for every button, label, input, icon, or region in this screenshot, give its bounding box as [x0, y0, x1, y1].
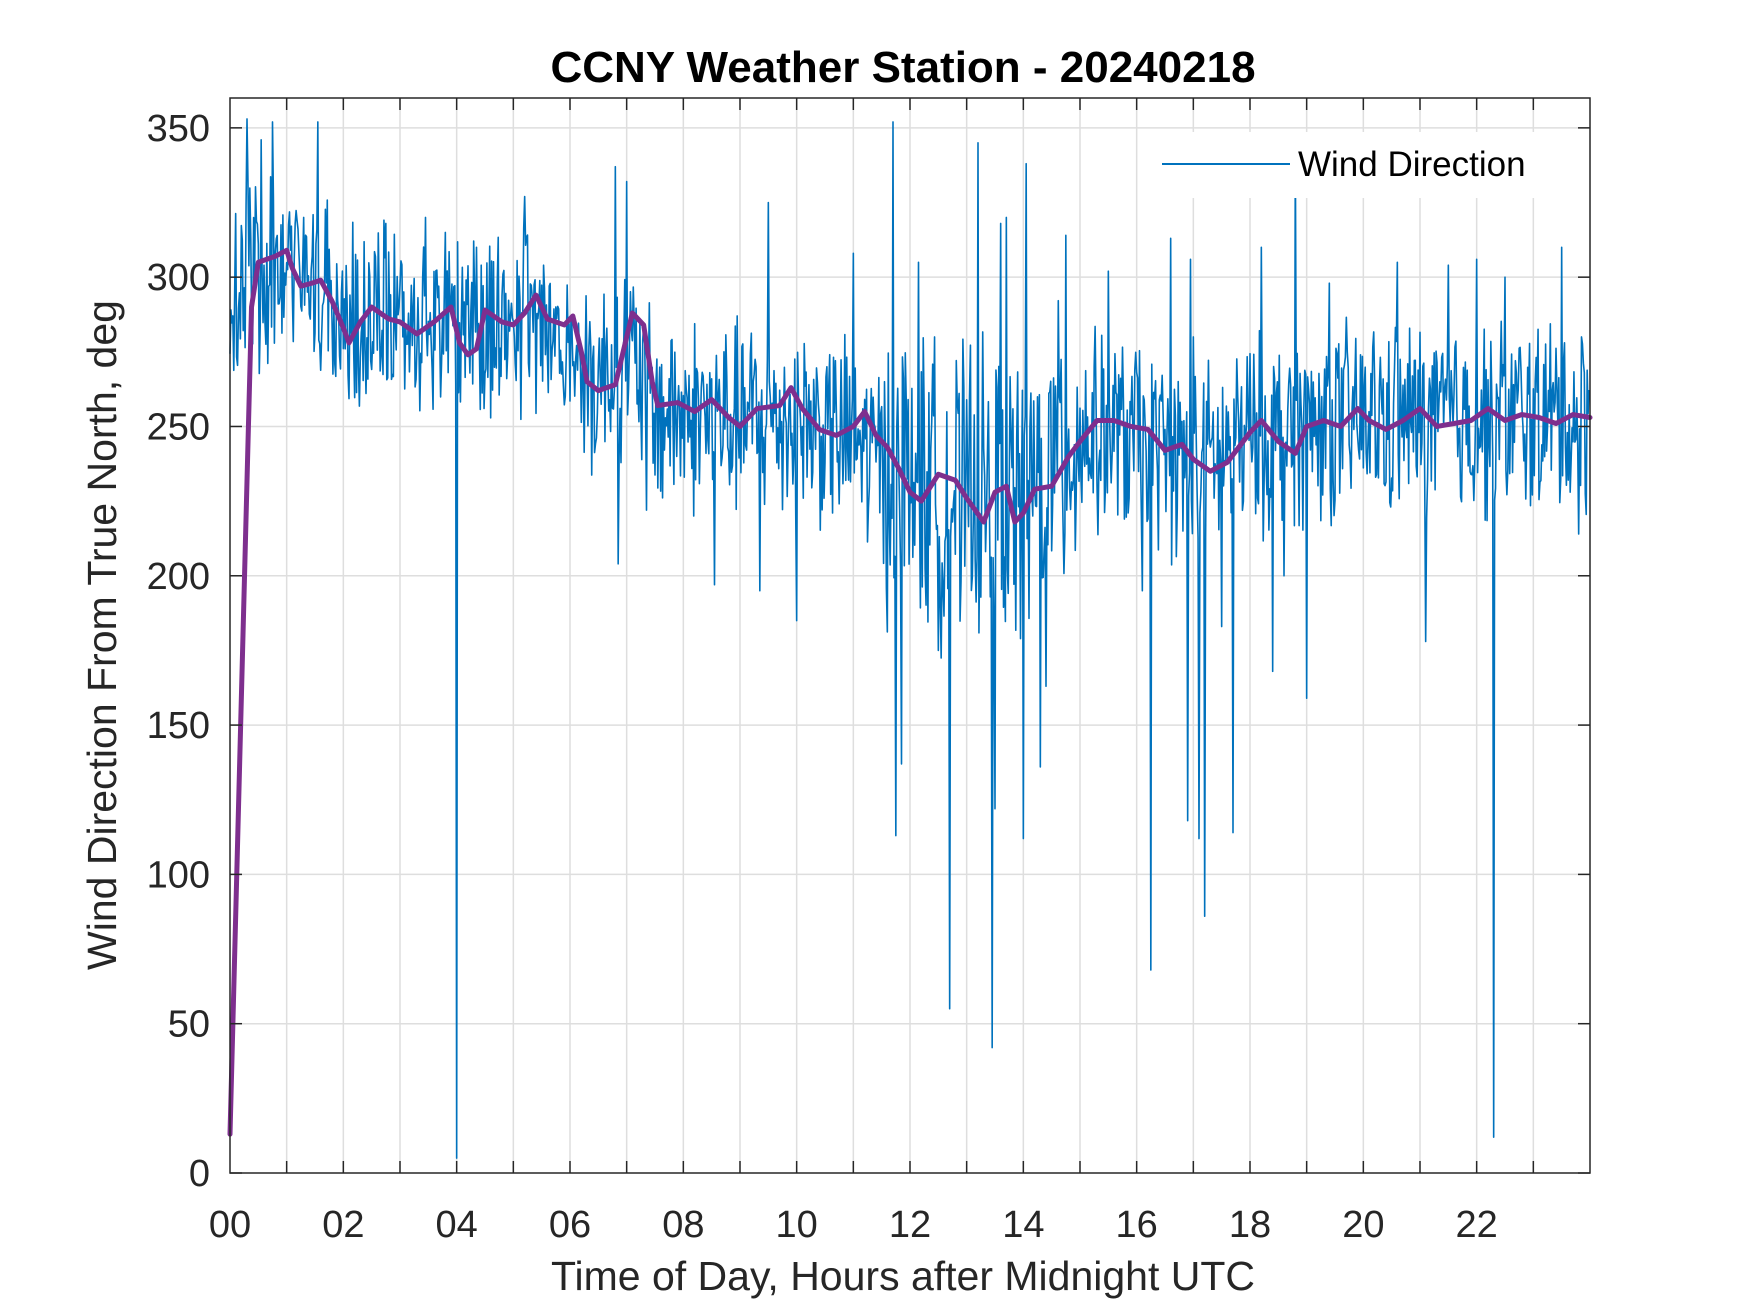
tick-marks: 00 02 04 06 08 10 12 14 16 18 20 22 0 50 100 150 200 250 3…	[147, 98, 1590, 1246]
x-tick-label: 18	[1229, 1204, 1271, 1246]
series-smoothed-wind-direction-line	[227, 247, 1593, 1137]
chart-title: CCNY Weather Station - 20240218	[550, 43, 1255, 92]
y-tick-label: 250	[147, 406, 210, 448]
x-axis-label: Time of Day, Hours after Midnight UTC	[551, 1253, 1255, 1299]
y-tick-label: 350	[147, 108, 210, 150]
y-tick-label: 50	[168, 1004, 210, 1046]
series-layer	[227, 118, 1593, 1159]
x-tick-label: 22	[1456, 1204, 1498, 1246]
x-tick-label: 02	[322, 1204, 364, 1246]
x-tick-label: 06	[549, 1204, 591, 1246]
x-tick-label: 00	[209, 1204, 251, 1246]
series-wind-direction-line	[229, 118, 1590, 1159]
y-tick-label: 300	[147, 257, 210, 299]
x-tick-label: 08	[662, 1204, 704, 1246]
x-tick-label: 14	[1002, 1204, 1044, 1246]
x-tick-label: 20	[1342, 1204, 1384, 1246]
legend-entry-wind-direction: Wind Direction	[1298, 145, 1526, 184]
x-tick-label: 10	[776, 1204, 818, 1246]
y-tick-label: 150	[147, 705, 210, 747]
y-tick-label: 0	[189, 1153, 210, 1195]
y-axis-label: Wind Direction From True North, deg	[79, 300, 125, 970]
x-tick-label: 16	[1116, 1204, 1158, 1246]
legend: Wind Direction	[1150, 132, 1582, 198]
y-tick-label: 200	[147, 556, 210, 598]
x-tick-label: 12	[889, 1204, 931, 1246]
y-tick-label: 100	[147, 854, 210, 896]
x-tick-label: 04	[436, 1204, 478, 1246]
